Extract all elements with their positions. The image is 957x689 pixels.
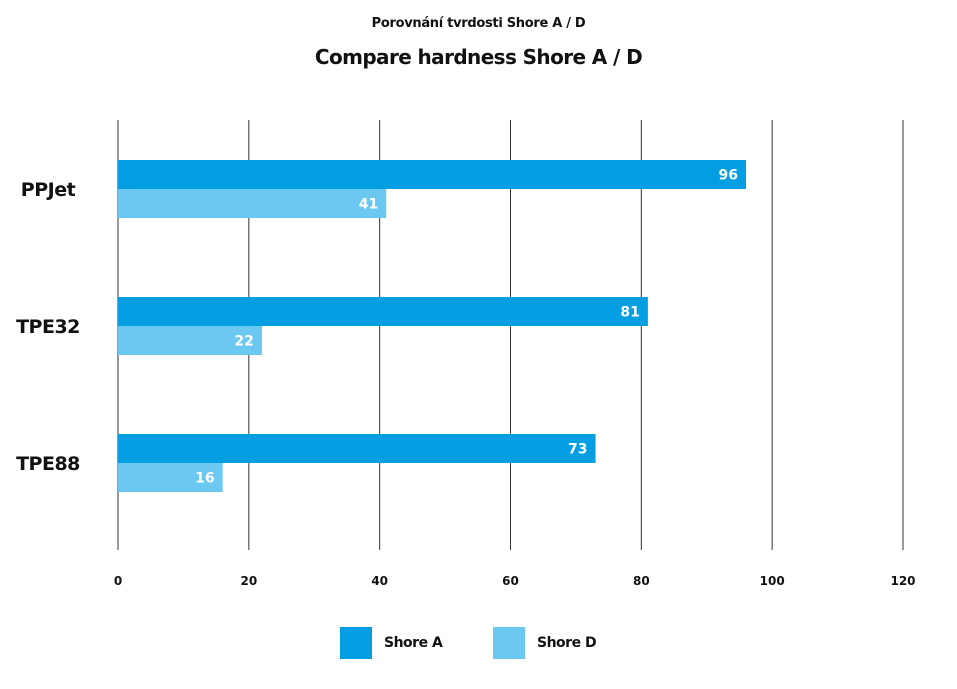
data-label-tpe88-shore-a: 73: [568, 442, 587, 458]
category-label-ppjet: PPJet: [21, 179, 76, 201]
legend-label-shore-d: Shore D: [537, 635, 597, 651]
chart-subtitle: Porovnání tvrdosti Shore A / D: [371, 16, 586, 31]
bar-tpe32-shore-a: [118, 297, 648, 326]
x-tick-label-120: 120: [890, 574, 915, 588]
legend-item-shore-a: Shore A: [340, 627, 443, 659]
x-tick-label-60: 60: [502, 574, 519, 588]
x-tick-label-0: 0: [114, 574, 122, 588]
x-tick-label-80: 80: [633, 574, 650, 588]
data-label-tpe32-shore-d: 22: [234, 334, 253, 350]
data-label-tpe88-shore-d: 16: [195, 471, 214, 487]
legend-label-shore-a: Shore A: [384, 635, 443, 651]
x-tick-label-100: 100: [760, 574, 785, 588]
x-tick-label-40: 40: [371, 574, 388, 588]
legend-item-shore-d: Shore D: [493, 627, 597, 659]
category-label-tpe32: TPE32: [16, 316, 80, 338]
data-label-tpe32-shore-a: 81: [620, 305, 639, 321]
data-label-ppjet-shore-d: 41: [359, 197, 378, 213]
legend: Shore A Shore D: [0, 627, 957, 659]
bar-tpe88-shore-a: [118, 434, 596, 463]
bar-ppjet-shore-a: [118, 160, 746, 189]
legend-swatch-shore-a: [340, 627, 372, 659]
bar-tpe32-shore-d: [118, 326, 262, 355]
bar-ppjet-shore-d: [118, 189, 387, 218]
category-label-tpe88: TPE88: [16, 453, 80, 475]
bar-tpe88-shore-d: [118, 463, 223, 492]
bar-chart: 0 20 40 60 80 100 120 96 41 PPJet 81 22 TPE32 73 16 TPE…: [16, 120, 916, 588]
x-tick-label-20: 20: [240, 574, 257, 588]
chart-title: Compare hardness Shore A / D: [314, 45, 643, 69]
data-label-ppjet-shore-a: 96: [719, 168, 738, 184]
legend-swatch-shore-d: [493, 627, 525, 659]
